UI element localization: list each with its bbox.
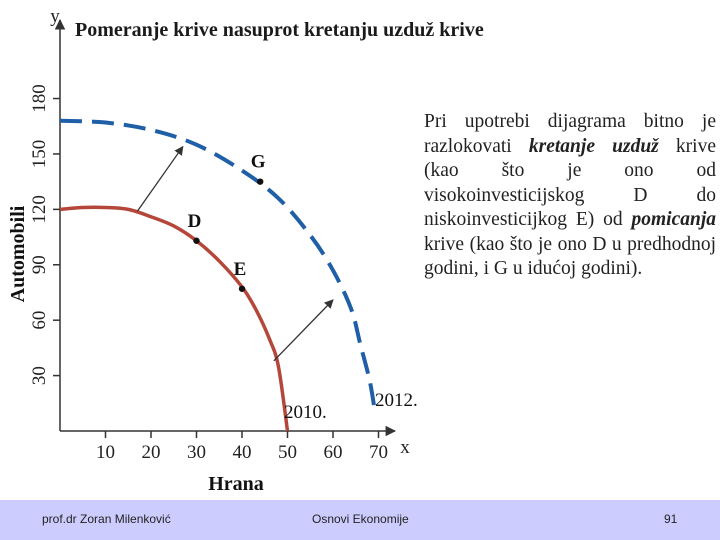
x-tick-label: 70 [369,442,388,463]
y-axis-label: Automobili [7,205,29,302]
series-label-2012: 2012. [375,390,418,411]
axes [54,18,397,437]
x-tick-label: 40 [233,442,252,463]
x-axis-label: Hrana [208,473,264,495]
x-axis-letter: x [400,437,410,458]
point-d [193,237,200,244]
series-line-2012 [59,118,376,406]
explanation-text: Pri upotrebi dijagrama bitno je razlokov… [424,111,716,279]
chart: Pomeranje krive nasuprot kretanju uzduž … [7,6,484,495]
ticks: 10 20 30 40 50 60 70 30 60 90 120 150 180 [29,84,388,463]
point-label-e: E [234,259,247,280]
y-tick-label: 60 [29,311,50,330]
footer-course: Osnovi Ekonomije [312,512,409,526]
y-tick-label: 30 [29,366,50,385]
x-tick-label: 10 [96,442,115,463]
y-tick-label: 120 [29,195,50,224]
y-tick-label: 150 [29,140,50,169]
footer-author: prof.dr Zoran Milenković [42,512,171,526]
point-label-d: D [188,211,202,232]
point-label-g: G [251,152,266,173]
series-label-2010: 2010. [284,402,327,423]
x-tick-label: 60 [324,442,343,463]
chart-title: Pomeranje krive nasuprot kretanju uzduž … [75,19,484,41]
footer-bar: prof.dr Zoran Milenković Osnovi Ekonomij… [0,500,720,540]
point-g [257,178,264,185]
y-tick-label: 90 [29,255,50,274]
series-layer [59,118,376,432]
points-layer: D E G [188,152,266,292]
series-line-2010 [59,205,290,432]
arrows-layer [136,145,334,362]
x-tick-label: 20 [142,442,161,463]
x-tick-label: 30 [187,442,206,463]
shift-arrow [273,299,334,362]
y-tick-label: 180 [29,84,50,113]
shift-arrow [136,145,184,212]
point-e [238,285,246,292]
x-tick-label: 50 [278,442,297,463]
y-axis-letter: y [50,6,60,27]
footer-page-number: 91 [664,512,678,526]
